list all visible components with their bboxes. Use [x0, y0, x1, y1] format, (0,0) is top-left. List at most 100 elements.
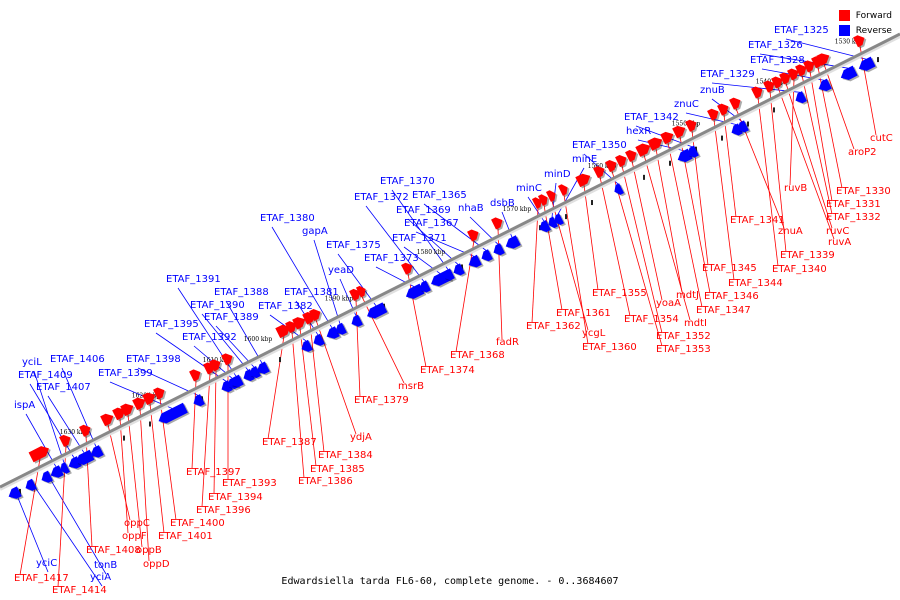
reverse-leader-line — [337, 253, 377, 306]
reverse-leader-line — [759, 53, 849, 69]
forward-gene-label: ETAF_1344 — [728, 278, 783, 289]
reverse-gene — [158, 402, 190, 425]
forward-gene — [635, 143, 653, 159]
reverse-gene — [840, 65, 860, 82]
reverse-leader-line — [45, 471, 107, 575]
reverse-gene — [443, 268, 457, 282]
forward-leader-line — [631, 160, 663, 301]
reverse-gene — [554, 213, 566, 227]
reverse-gene — [249, 365, 263, 380]
reverse-gene — [731, 123, 745, 137]
forward-gene — [309, 309, 323, 323]
scale-label: 1550 kbp — [672, 121, 701, 128]
reverse-gene-label: hexR — [626, 126, 651, 137]
reverse-gene — [41, 470, 55, 485]
forward-gene-label: ETAF_1408 — [86, 545, 141, 556]
forward-gene — [816, 53, 832, 68]
forward-leader-line — [531, 208, 539, 324]
feature-mark — [773, 107, 775, 113]
forward-gene-label: ETAF_1379 — [354, 395, 409, 406]
forward-leader-line — [315, 319, 357, 435]
reverse-gene — [858, 56, 878, 73]
feature-mark — [643, 174, 645, 180]
forward-gene — [853, 35, 867, 49]
forward-gene — [59, 434, 73, 449]
forward-leader-line — [757, 97, 779, 267]
reverse-gene-label: ETAF_1370 — [380, 176, 435, 187]
reverse-gene-label: ETAF_1369 — [396, 205, 451, 216]
scale-label: 1570 kbp — [503, 206, 532, 213]
reverse-gene — [505, 235, 523, 250]
reverse-gene-label: ETAF_1395 — [144, 319, 199, 330]
reverse-leader-line — [61, 367, 97, 447]
reverse-gene-label: ETAF_1382 — [258, 301, 313, 312]
forward-gene-label: znuA — [778, 226, 803, 237]
forward-leader-line — [19, 458, 41, 576]
reverse-leader-line — [271, 226, 333, 329]
reverse-swatch — [838, 25, 850, 36]
scale-label: 1630 kbp — [60, 429, 89, 436]
forward-gene — [672, 125, 688, 140]
forward-gene-label: ETAF_1361 — [556, 308, 611, 319]
reverse-gene-label: ETAF_1367 — [404, 218, 459, 229]
forward-gene — [100, 413, 116, 428]
scale-label: 1580 kbp — [417, 249, 446, 256]
forward-leader-line — [643, 154, 691, 321]
forward-gene-label: ETAF_1394 — [208, 492, 263, 503]
reverse-gene — [795, 91, 809, 105]
forward-gene-label: ETAF_1417 — [14, 573, 69, 584]
forward-leader-line — [201, 373, 211, 508]
reverse-gene — [68, 456, 84, 471]
forward-gene-label: ETAF_1397 — [186, 467, 241, 478]
forward-leader-line — [655, 148, 683, 293]
scale-label: 1590 kbp — [325, 295, 354, 302]
reverse-gene — [335, 322, 349, 337]
forward-gene-label: ETAF_1354 — [624, 314, 679, 325]
forward-gene — [221, 353, 235, 367]
reverse-leader-line — [155, 332, 227, 382]
reverse-gene — [481, 249, 495, 263]
feature-mark — [565, 214, 567, 220]
feature-mark — [461, 264, 463, 270]
feature-mark — [721, 135, 723, 141]
feature-mark — [149, 421, 151, 427]
feature-mark — [669, 160, 671, 166]
forward-gene-label: ETAF_1330 — [836, 186, 891, 197]
reverse-gene-label: ETAF_1329 — [700, 69, 755, 80]
forward-gene — [401, 262, 415, 277]
reverse-gene-label: ETAF_1407 — [36, 382, 91, 393]
forward-gene-label: ETAF_1347 — [696, 305, 751, 316]
forward-gene-label: ETAF_1339 — [780, 250, 835, 261]
reverse-leader-line — [47, 395, 85, 453]
forward-gene-label: ydjA — [350, 432, 372, 443]
forward-gene — [120, 403, 136, 418]
reverse-gene — [614, 183, 626, 197]
reverse-gene-label: ETAF_1373 — [364, 253, 419, 264]
reverse-gene — [539, 220, 553, 234]
forward-gene-label: ETAF_1387 — [262, 437, 317, 448]
reverse-gene-label: ETAF_1388 — [214, 287, 269, 298]
reverse-gene — [326, 326, 342, 341]
forward-leader-line — [769, 91, 787, 253]
forward-gene — [292, 317, 308, 331]
reverse-gene — [351, 314, 365, 329]
forward-leader-line — [267, 335, 285, 440]
forward-leader-line — [785, 83, 833, 229]
forward-leader-line — [723, 114, 737, 218]
forward-leader-line — [621, 165, 663, 334]
reverse-gene — [419, 280, 433, 294]
forward-gene-label: ETAF_1341 — [730, 215, 785, 226]
forward-gene-label: ETAF_1400 — [170, 518, 225, 529]
forward-gene-label: oppB — [136, 545, 162, 556]
forward-gene — [647, 137, 665, 153]
reverse-gene-label: ETAF_1406 — [50, 354, 105, 365]
forward-leader-line — [355, 299, 361, 398]
forward-gene — [575, 173, 593, 189]
reverse-gene-label: gapA — [302, 226, 328, 237]
feature-mark — [19, 488, 21, 494]
forward-gene — [660, 131, 676, 146]
reverse-leader-line — [25, 413, 57, 468]
reverse-gene — [301, 339, 315, 354]
forward-leader-line — [213, 370, 217, 495]
feature-mark — [123, 435, 125, 441]
